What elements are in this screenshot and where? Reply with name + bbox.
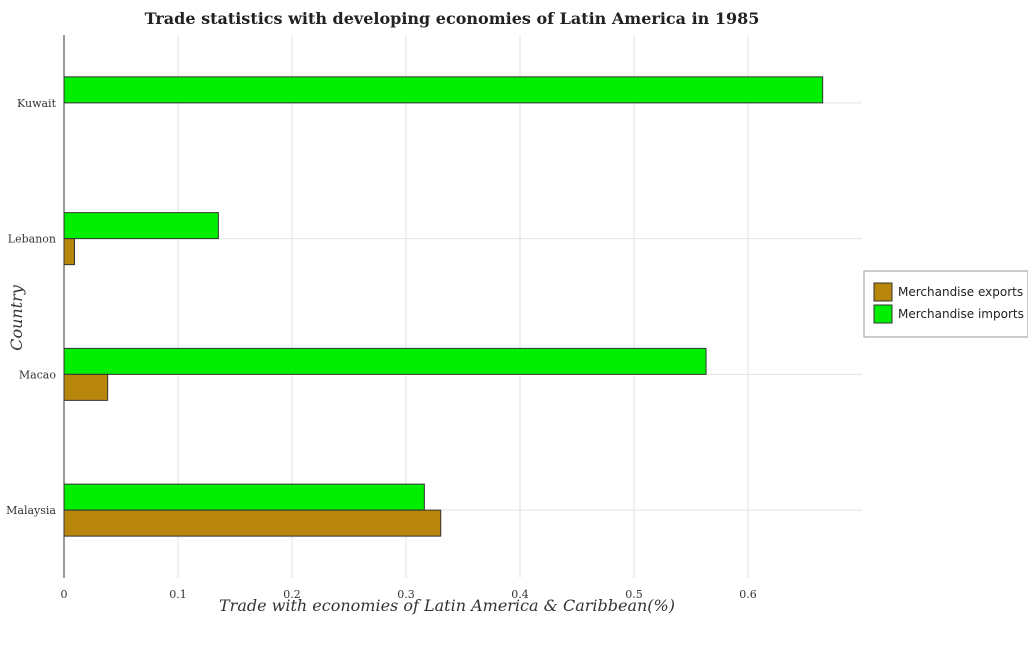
- y-tick-label: Kuwait: [17, 97, 57, 110]
- bar-merchandise-imports: [63, 76, 824, 104]
- bars: [63, 76, 824, 537]
- x-tick-label: 0.1: [169, 588, 187, 601]
- y-tick-label: Macao: [19, 368, 57, 381]
- legend-swatch: [873, 304, 893, 324]
- legend: Merchandise exports Merchandise imports: [863, 270, 1028, 338]
- bar-merchandise-exports: [63, 373, 109, 401]
- legend-swatch: [873, 282, 893, 302]
- x-axis-label: Trade with economies of Latin America & …: [219, 596, 675, 615]
- legend-label: Merchandise exports: [898, 285, 1023, 299]
- x-tick-label: 0: [61, 588, 68, 601]
- x-tick-labels: 0 0.1 0.2 0.3 0.4 0.5 0.6: [61, 588, 757, 601]
- y-tick-labels: Kuwait Lebanon Macao Malaysia: [6, 97, 56, 517]
- bar-merchandise-imports: [63, 483, 425, 511]
- x-tick-label: 0.2: [283, 588, 301, 601]
- y-axis-label: Country: [7, 284, 26, 351]
- bar-merchandise-imports: [63, 347, 707, 375]
- chart-title: Trade statistics with developing economi…: [145, 9, 760, 28]
- legend-box: [863, 270, 1028, 338]
- x-tick-label: 0.6: [739, 588, 757, 601]
- y-tick-label: Malaysia: [6, 504, 56, 517]
- x-tick-label: 0.5: [625, 588, 643, 601]
- legend-label: Merchandise imports: [898, 307, 1024, 321]
- x-tick-label: 0.4: [511, 588, 529, 601]
- bar-merchandise-imports: [63, 212, 219, 240]
- bar-merchandise-exports: [63, 238, 75, 266]
- y-tick-label: Lebanon: [8, 233, 56, 246]
- bar-merchandise-exports: [63, 509, 442, 537]
- x-tick-label: 0.3: [397, 588, 415, 601]
